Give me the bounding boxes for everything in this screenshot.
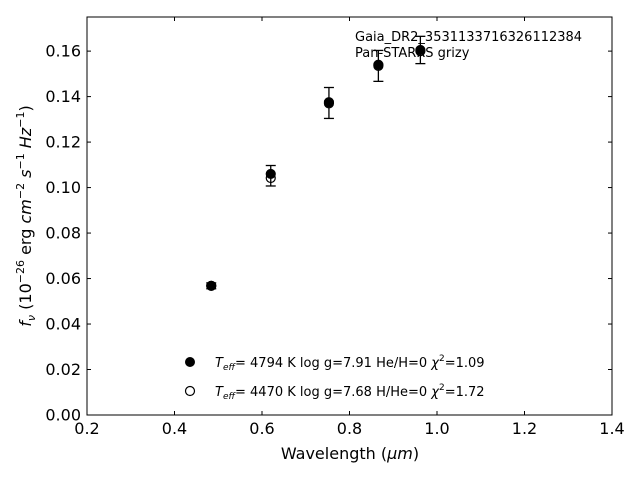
x-tick-label: 0.4 [162,419,187,438]
data-layer [206,35,426,291]
y-tick-label: 0.06 [45,269,81,288]
annotation-star-id: Gaia_DR2_3531133716326112384 [355,30,582,45]
x-axis-label: Wavelength (μm) [281,444,419,463]
legend-marker-filled [185,357,195,367]
annotation-survey: Pan-STARRS grizy [355,46,470,61]
x-tick-label: 0.8 [337,419,362,438]
x-tick-label: 0.6 [249,419,274,438]
legend-marker-open [184,385,196,397]
y-tick-label: 0.12 [45,133,81,152]
y-tick-label: 0.04 [45,315,81,334]
ticks-layer: 0.2 0.4 0.6 0.8 1.0 1.2 1.4 0.00 0.02 0.04 0.06 0.0… [45,17,625,438]
legend-label-open: Teff= 4470 K log g=7.68 H/He=0 χ2=1.72 [215,383,485,402]
legend-label-filled: Teff= 4794 K log g=7.91 He/H=0 χ2=1.09 [215,354,485,373]
data-point-open [206,280,217,291]
y-tick-label: 0.10 [45,178,81,197]
y-axis-label: fν (10−26 erg cm−2 s−1 Hz−1) [14,105,38,326]
y-tick-label: 0.02 [45,360,81,379]
legend: Teff= 4794 K log g=7.91 He/H=0 χ2=1.09 T… [184,354,485,402]
y-tick-label: 0.08 [45,224,81,243]
x-tick-label: 1.4 [599,419,624,438]
data-point-open [323,98,335,109]
data-point-open [415,46,426,57]
y-tick-label: 0.14 [45,87,81,106]
x-tick-label: 1.0 [424,419,449,438]
x-tick-label: 1.2 [512,419,537,438]
data-point-open [373,60,384,71]
y-tick-label: 0.00 [45,406,81,425]
data-point-open [265,172,276,184]
x-tick-label: 0.2 [74,419,99,438]
y-tick-label: 0.16 [45,42,81,61]
